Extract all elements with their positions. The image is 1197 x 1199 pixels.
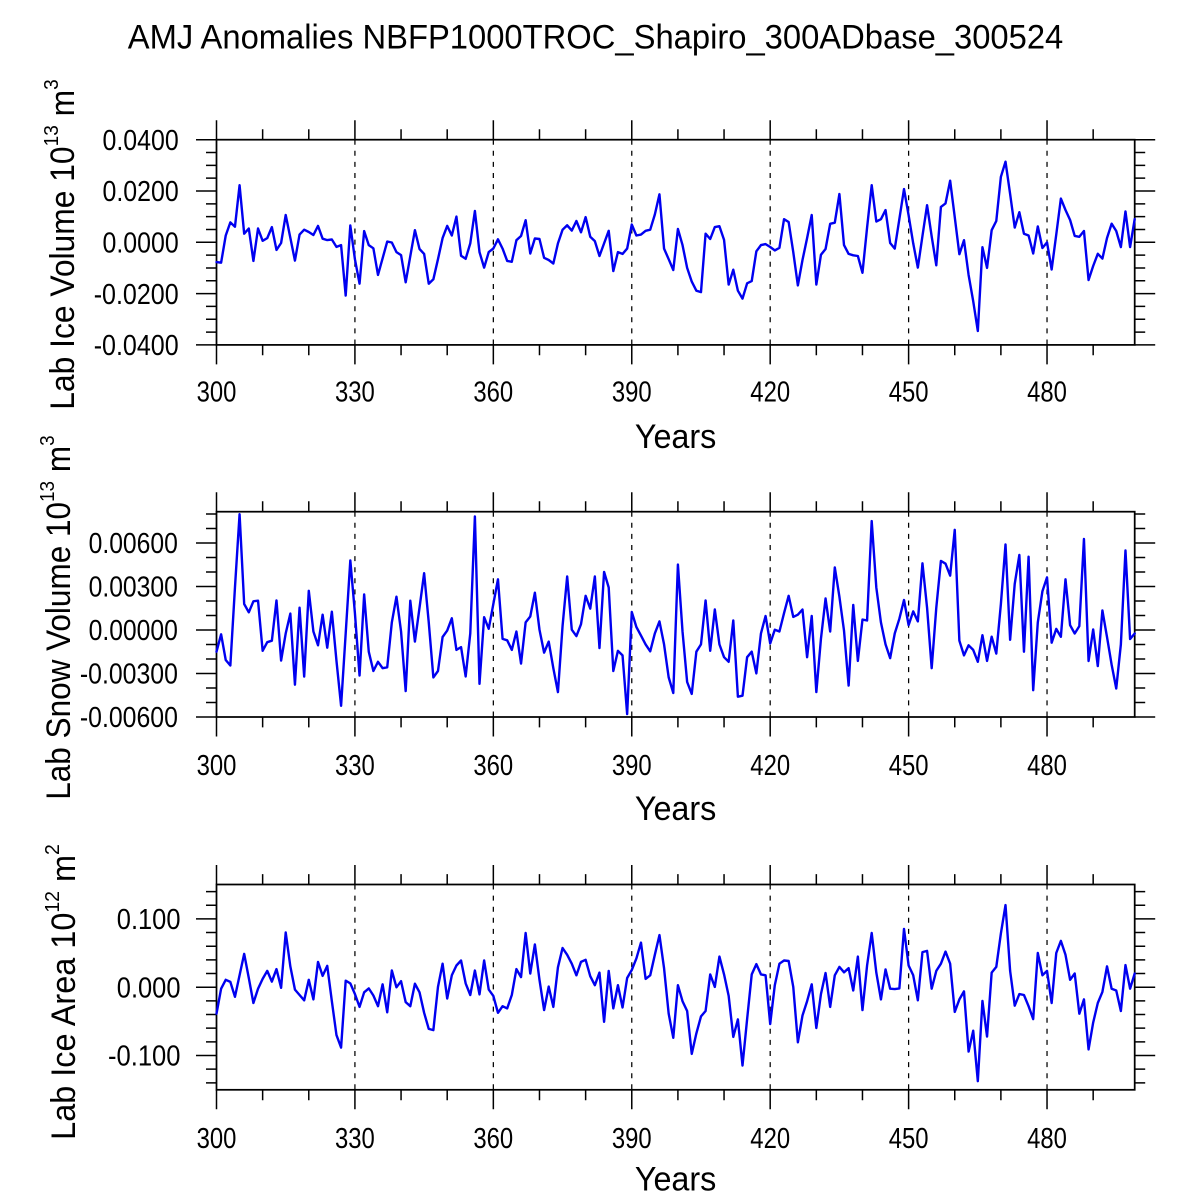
svg-text:300: 300 — [197, 377, 237, 409]
svg-text:0.00000: 0.00000 — [89, 615, 178, 647]
svg-text:420: 420 — [750, 750, 790, 782]
svg-text:360: 360 — [473, 377, 513, 409]
svg-text:450: 450 — [889, 750, 929, 782]
svg-text:0.00300: 0.00300 — [89, 572, 178, 604]
svg-text:330: 330 — [335, 1123, 375, 1155]
svg-text:-0.00600: -0.00600 — [80, 702, 178, 734]
svg-text:-0.0200: -0.0200 — [94, 279, 179, 311]
svg-text:0.100: 0.100 — [117, 904, 181, 936]
svg-text:Lab Ice Area 1012​ m2​: Lab Ice Area 1012​ m2​ — [42, 844, 83, 1140]
svg-text:Years: Years — [635, 790, 717, 828]
svg-text:330: 330 — [335, 750, 375, 782]
svg-text:360: 360 — [473, 1123, 513, 1155]
svg-text:300: 300 — [197, 1123, 237, 1155]
svg-text:480: 480 — [1027, 750, 1067, 782]
svg-text:-0.0400: -0.0400 — [94, 330, 179, 362]
svg-text:390: 390 — [612, 377, 652, 409]
svg-text:Years: Years — [635, 1161, 717, 1199]
svg-text:Years: Years — [635, 418, 717, 456]
svg-text:0.0200: 0.0200 — [103, 176, 179, 208]
svg-text:420: 420 — [750, 377, 790, 409]
svg-text:480: 480 — [1027, 377, 1067, 409]
svg-text:450: 450 — [889, 1123, 929, 1155]
svg-text:300: 300 — [197, 750, 237, 782]
svg-text:330: 330 — [335, 377, 375, 409]
svg-text:450: 450 — [889, 377, 929, 409]
svg-text:-0.00300: -0.00300 — [80, 659, 178, 691]
svg-text:0.000: 0.000 — [117, 972, 181, 1004]
svg-text:480: 480 — [1027, 1123, 1067, 1155]
svg-text:390: 390 — [612, 750, 652, 782]
svg-text:-0.100: -0.100 — [108, 1041, 181, 1073]
svg-text:390: 390 — [612, 1123, 652, 1155]
svg-text:0.00600: 0.00600 — [89, 528, 178, 560]
svg-text:360: 360 — [473, 750, 513, 782]
svg-text:0.0400: 0.0400 — [103, 125, 179, 157]
svg-text:420: 420 — [750, 1123, 790, 1155]
svg-text:AMJ Anomalies NBFP1000TROC_Sha: AMJ Anomalies NBFP1000TROC_Shapiro_300AD… — [128, 18, 1064, 56]
svg-text:0.0000: 0.0000 — [103, 228, 179, 260]
